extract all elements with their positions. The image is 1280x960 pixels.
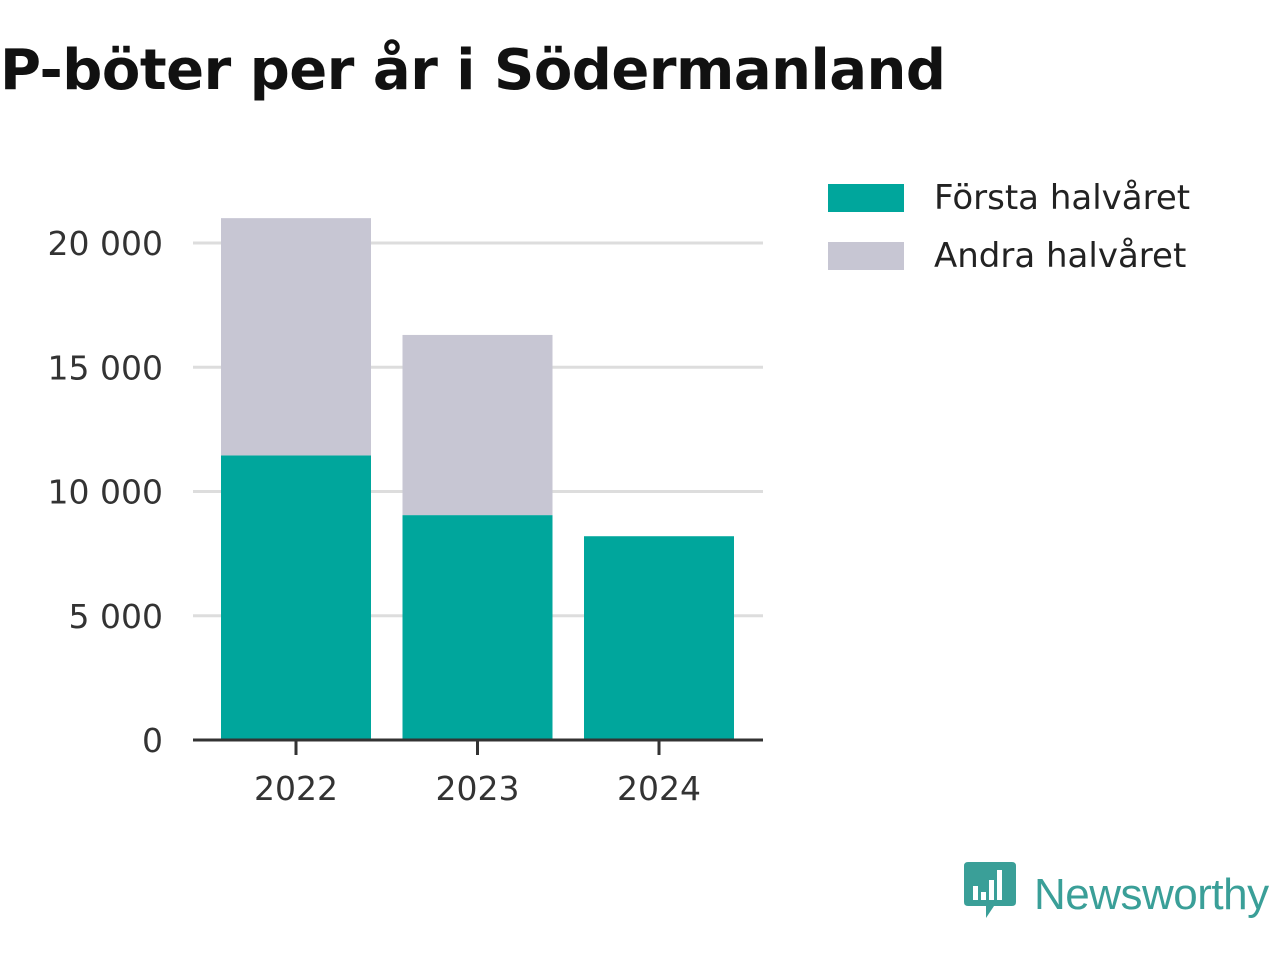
x-tick-label: 2023 <box>436 769 520 808</box>
legend-item-second-half: Andra halvåret <box>828 234 1190 278</box>
legend-swatch-first-half <box>828 184 904 212</box>
x-tick-label: 2024 <box>617 769 701 808</box>
legend-swatch-second-half <box>828 242 904 270</box>
legend: Första halvåret Andra halvåret <box>828 176 1190 292</box>
legend-item-first-half: Första halvåret <box>828 176 1190 220</box>
y-tick-label: 5 000 <box>69 597 163 636</box>
chart-title: P-böter per år i Södermanland <box>0 38 946 103</box>
y-tick-label: 20 000 <box>48 224 163 263</box>
bars <box>221 218 734 740</box>
legend-label-second-half: Andra halvåret <box>934 236 1187 276</box>
bar-2024-first-half <box>584 536 734 740</box>
y-tick-label: 10 000 <box>48 473 163 512</box>
x-tick-label: 2022 <box>254 769 338 808</box>
legend-label-first-half: Första halvåret <box>934 178 1191 218</box>
bar-2022-second-half <box>221 218 371 456</box>
newsworthy-logo-icon <box>964 862 1016 928</box>
bar-2023-second-half <box>402 334 553 516</box>
brand-name: Newsworthy <box>1034 870 1269 919</box>
bar-2022-first-half <box>221 455 371 740</box>
y-tick-label: 15 000 <box>48 348 163 387</box>
bar-2023-first-half <box>402 515 553 740</box>
y-tick-label: 0 <box>142 721 163 760</box>
brand-logo: Newsworthy <box>964 862 1269 928</box>
axes: 0 5 000 10 000 15 000 20 000 2022 2023 2024 <box>48 224 763 808</box>
